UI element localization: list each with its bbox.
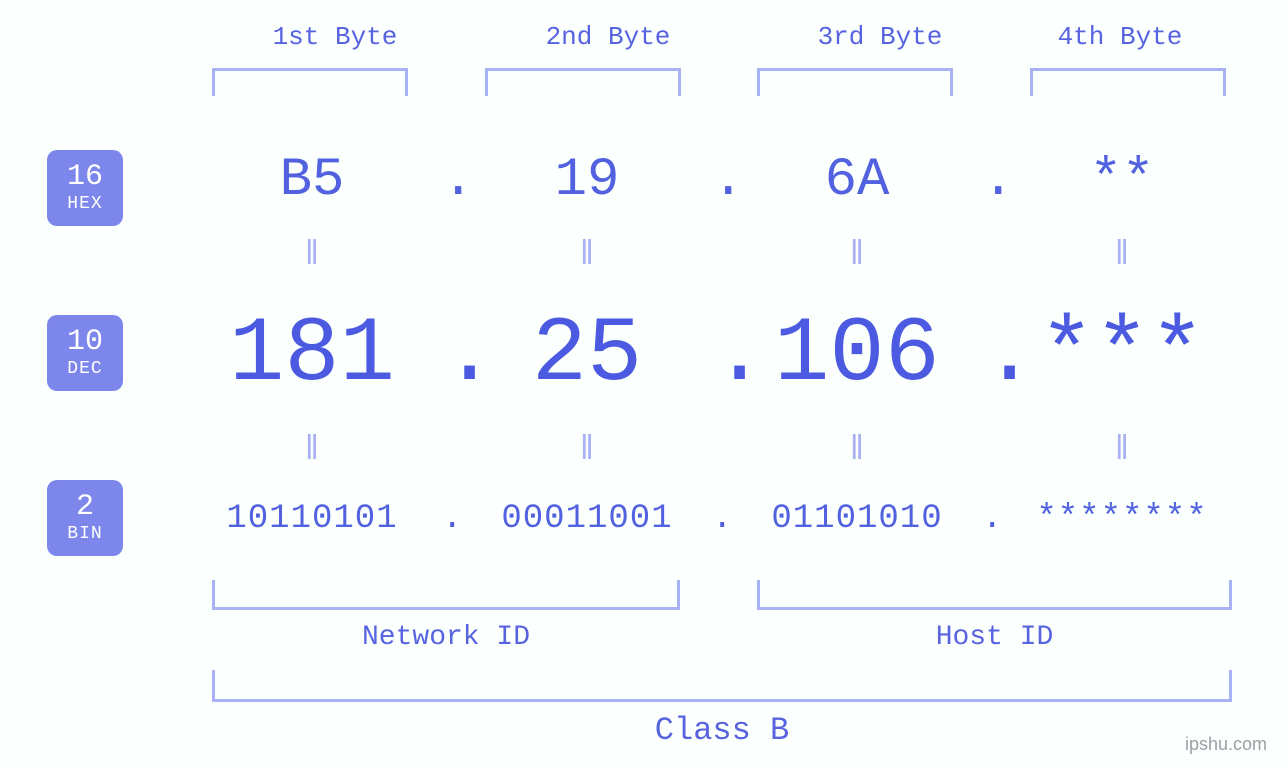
byte-bracket-4	[1030, 68, 1226, 96]
dot: .	[712, 500, 732, 538]
badge-bin-label: BIN	[67, 524, 102, 544]
byte-header-2: 2nd Byte	[518, 22, 698, 52]
byte-bracket-1	[212, 68, 408, 96]
badge-hex-label: HEX	[67, 194, 102, 214]
network-id-label: Network ID	[212, 622, 680, 653]
byte-bracket-3	[757, 68, 953, 96]
equals-icon: ǁ	[732, 432, 982, 470]
equals-row-2: ǁ ǁ ǁ ǁ	[182, 432, 1242, 470]
network-bracket	[212, 580, 680, 610]
dec-row: 181 . 25 . 106 . ***	[182, 302, 1242, 407]
equals-icon: ǁ	[462, 237, 712, 275]
byte-bracket-2	[485, 68, 681, 96]
dot: .	[442, 500, 462, 538]
hex-byte-1: B5	[182, 150, 442, 211]
class-label: Class B	[212, 712, 1232, 749]
badge-hex-number: 16	[67, 162, 103, 192]
ip-diagram: 1st Byte 2nd Byte 3rd Byte 4th Byte 16 H…	[0, 0, 1285, 767]
dot: .	[442, 302, 462, 407]
equals-icon: ǁ	[732, 237, 982, 275]
hex-row: B5 . 19 . 6A . **	[182, 150, 1242, 211]
badge-bin-number: 2	[76, 492, 94, 522]
dot: .	[442, 150, 462, 211]
dec-byte-1: 181	[182, 302, 442, 407]
badge-dec-label: DEC	[67, 359, 102, 379]
equals-icon: ǁ	[182, 237, 442, 275]
base-badge-hex: 16 HEX	[47, 150, 123, 226]
dec-byte-4: ***	[1002, 302, 1242, 407]
hex-byte-4: **	[1002, 150, 1242, 211]
hex-byte-3: 6A	[732, 150, 982, 211]
bin-byte-4: ********	[1002, 500, 1242, 538]
byte-header-1: 1st Byte	[245, 22, 425, 52]
dec-byte-3: 106	[732, 302, 982, 407]
equals-icon: ǁ	[1002, 237, 1242, 275]
byte-header-3: 3rd Byte	[790, 22, 970, 52]
dot: .	[712, 302, 732, 407]
equals-icon: ǁ	[182, 432, 442, 470]
equals-icon: ǁ	[462, 432, 712, 470]
dot: .	[982, 150, 1002, 211]
dot: .	[982, 500, 1002, 538]
host-id-label: Host ID	[757, 622, 1232, 653]
dec-byte-2: 25	[462, 302, 712, 407]
base-badge-bin: 2 BIN	[47, 480, 123, 556]
bin-byte-3: 01101010	[732, 500, 982, 538]
equals-row-1: ǁ ǁ ǁ ǁ	[182, 237, 1242, 275]
bin-byte-1: 10110101	[182, 500, 442, 538]
watermark: ipshu.com	[1185, 734, 1267, 755]
host-bracket	[757, 580, 1232, 610]
byte-header-4: 4th Byte	[1030, 22, 1210, 52]
bin-byte-2: 00011001	[462, 500, 712, 538]
dot: .	[712, 150, 732, 211]
equals-icon: ǁ	[1002, 432, 1242, 470]
base-badge-dec: 10 DEC	[47, 315, 123, 391]
dot: .	[982, 302, 1002, 407]
bin-row: 10110101 . 00011001 . 01101010 . *******…	[182, 500, 1242, 538]
badge-dec-number: 10	[67, 327, 103, 357]
class-bracket	[212, 670, 1232, 702]
hex-byte-2: 19	[462, 150, 712, 211]
